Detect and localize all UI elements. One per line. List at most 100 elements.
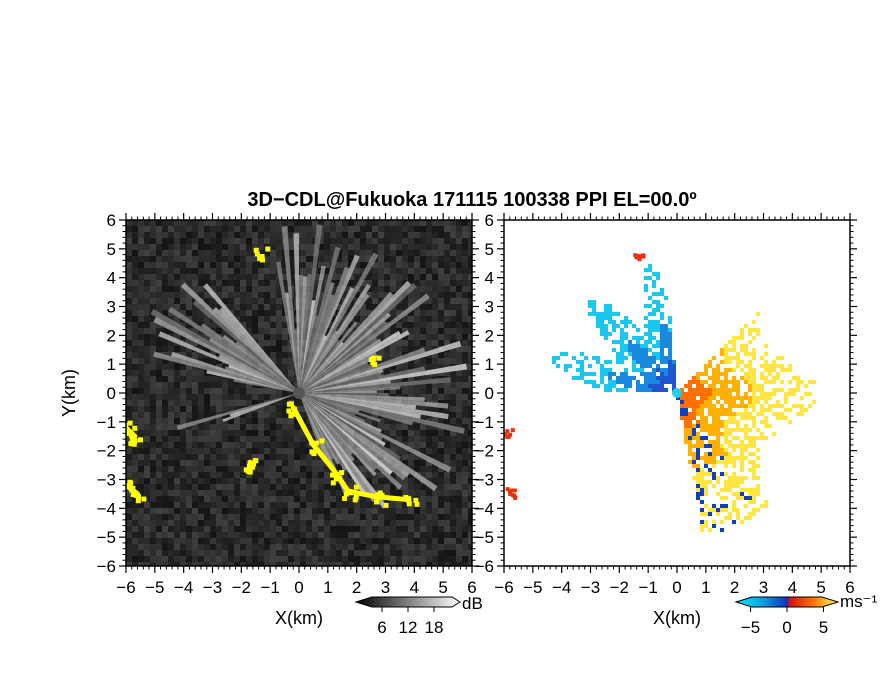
noise-cell [198,508,204,514]
noise-cell [198,226,204,232]
noise-cell [162,274,168,280]
noise-cell [372,508,378,514]
noise-cell [174,514,180,520]
noise-cell [222,538,228,544]
velocity-cell [736,436,740,440]
noise-cell [276,484,282,490]
highlight-pixel [132,438,138,444]
noise-cell [294,478,300,484]
velocity-cell [696,376,700,380]
noise-cell [240,478,246,484]
noise-cell [378,262,384,268]
noise-cell [330,526,336,532]
noise-cell [456,532,462,538]
noise-cell [216,472,222,478]
noise-cell [438,256,444,262]
velocity-cell [640,388,644,392]
noise-cell [336,262,342,268]
noise-cell [462,328,468,334]
noise-cell [426,442,432,448]
noise-cell [348,520,354,526]
noise-cell [450,460,456,466]
noise-cell [384,430,390,436]
noise-cell [210,244,216,250]
noise-cell [438,268,444,274]
noise-cell [228,460,234,466]
noise-cell [144,394,150,400]
noise-cell [294,406,300,412]
noise-cell [288,256,294,262]
noise-cell [360,538,366,544]
noise-cell [126,508,132,514]
noise-cell [426,346,432,352]
noise-cell [240,436,246,442]
ray-wedge [299,393,449,420]
noise-cell [234,406,240,412]
velocity-cell [652,280,656,284]
velocity-cell [672,364,676,368]
noise-cell [270,550,276,556]
noise-cell [132,526,138,532]
noise-cell [192,526,198,532]
velocity-cell [732,388,736,392]
noise-cell [204,424,210,430]
ray-wedge [299,224,323,393]
noise-cell [366,226,372,232]
noise-cell [396,328,402,334]
noise-cell [156,442,162,448]
ray-wedge [206,370,299,393]
noise-cell [276,226,282,232]
noise-cell [132,232,138,238]
noise-cell [264,286,270,292]
noise-cell [246,424,252,430]
noise-cell [162,418,168,424]
noise-cell [462,526,468,532]
velocity-cell [740,468,744,472]
velocity-cell [740,396,744,400]
noise-cell [246,412,252,418]
noise-cell [294,430,300,436]
velocity-cell [600,372,604,376]
noise-cell [270,310,276,316]
velocity-cell [732,492,736,496]
velocity-cell [604,368,608,372]
velocity-cell [664,360,668,364]
noise-cell [240,220,246,226]
noise-cell [210,442,216,448]
noise-cell [294,502,300,508]
velocity-cell [660,336,664,340]
noise-cell [192,328,198,334]
noise-cell [426,340,432,346]
noise-cell [426,532,432,538]
noise-cell [150,250,156,256]
velocity-cell [616,352,620,356]
noise-cell [240,538,246,544]
noise-cell [378,244,384,250]
noise-cell [438,340,444,346]
noise-cell [396,478,402,484]
velocity-cell [712,456,716,460]
noise-cell [210,484,216,490]
noise-cell [360,532,366,538]
noise-cell [456,544,462,550]
velocity-cell [616,380,620,384]
noise-cell [264,298,270,304]
velocity-cell [704,484,708,488]
noise-cell [300,442,306,448]
noise-cell [258,232,264,238]
noise-cell [174,460,180,466]
noise-cell [144,310,150,316]
velocity-cell [572,376,576,380]
noise-cell [264,556,270,562]
noise-cell [426,274,432,280]
noise-cell [390,556,396,562]
noise-cell [414,484,420,490]
velocity-cell [620,344,624,348]
noise-cell [360,550,366,556]
noise-cell [246,472,252,478]
velocity-cell [712,356,716,360]
noise-cell [270,520,276,526]
noise-cell [462,304,468,310]
ray-wedge [284,292,299,393]
velocity-cell [716,408,720,412]
